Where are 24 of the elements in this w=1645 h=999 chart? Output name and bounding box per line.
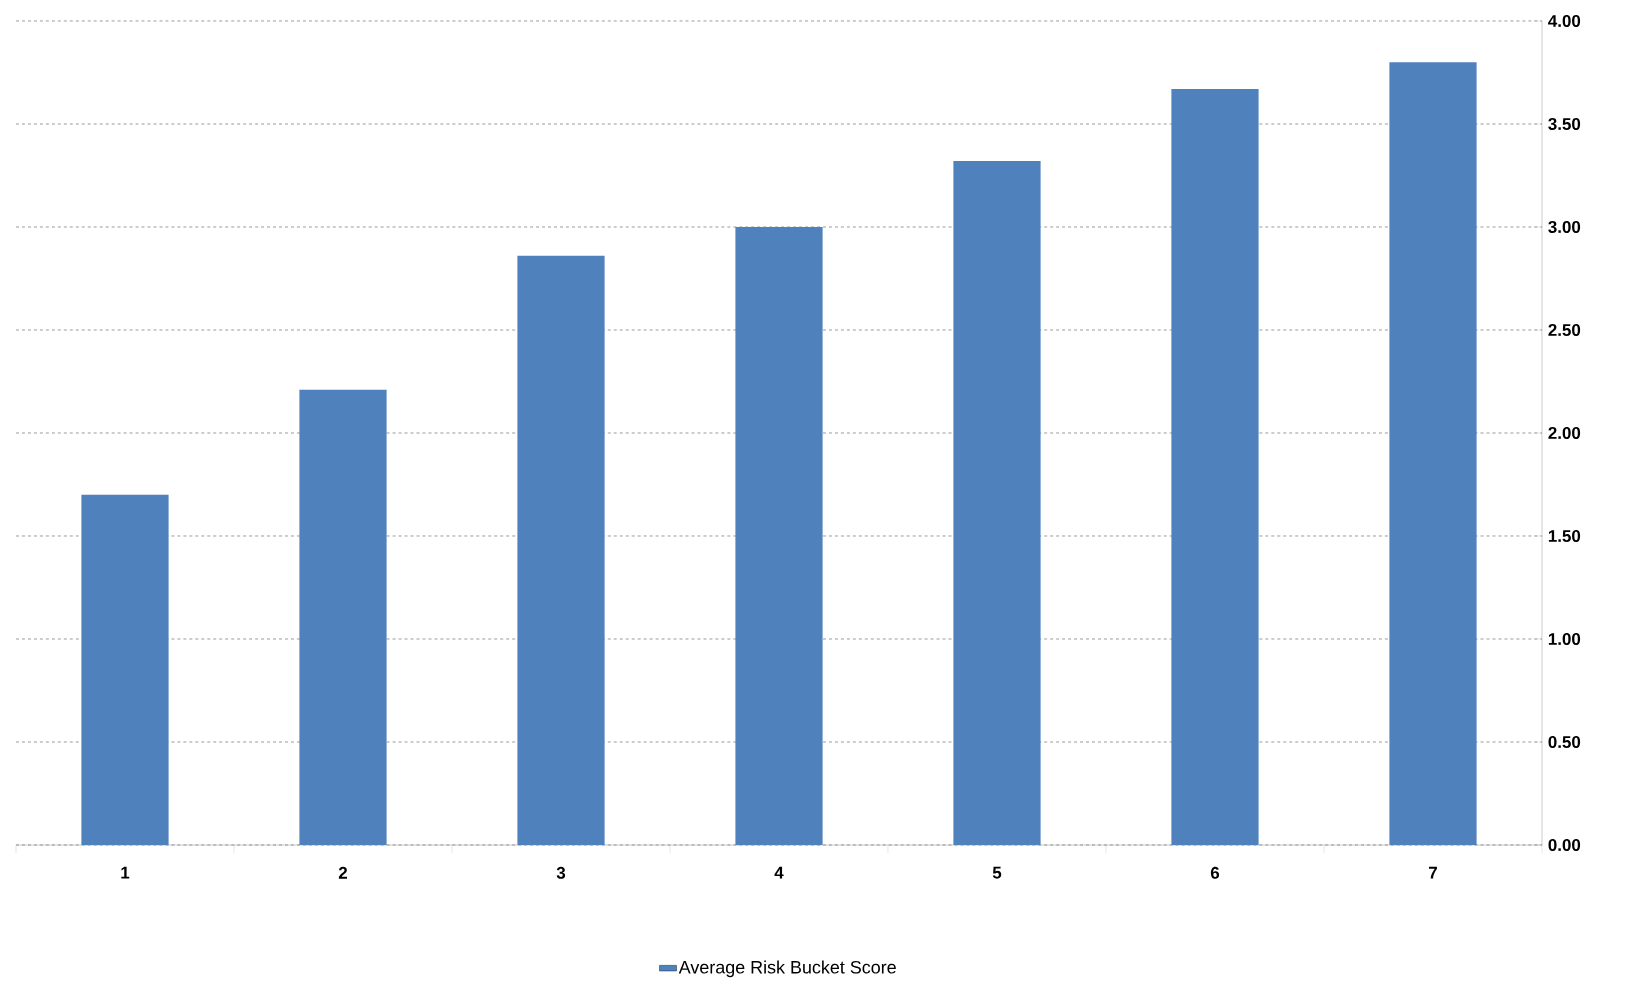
x-tick-label: 6 — [1210, 866, 1220, 879]
y-tick-label: 0.00 — [1548, 839, 1581, 851]
y-tick-label: 3.00 — [1548, 220, 1581, 233]
x-tick-label: 7 — [1429, 866, 1437, 879]
legend-label: Average Risk Bucket Score — [678, 960, 896, 978]
x-tick-label: 4 — [774, 866, 784, 879]
y-tick-label: 2.00 — [1548, 426, 1581, 439]
x-tick-label: 3 — [556, 866, 566, 879]
y-tick-label: 2.50 — [1548, 323, 1581, 336]
bar — [517, 255, 605, 845]
x-tick-label: 5 — [992, 866, 1002, 879]
bar — [735, 226, 823, 845]
bar — [81, 494, 169, 845]
y-tick-label: 3.50 — [1548, 117, 1581, 130]
y-tick-label: 1.50 — [1548, 529, 1581, 542]
bar — [1389, 62, 1477, 845]
y-tick-label: 0.50 — [1548, 736, 1581, 748]
y-tick-label: 1.00 — [1548, 633, 1581, 645]
bar — [299, 389, 387, 845]
x-tick-label: 2 — [338, 866, 348, 879]
y-tick-label: 4.00 — [1548, 14, 1581, 27]
bar — [1171, 88, 1259, 845]
bar — [953, 161, 1041, 845]
x-tick-label: 1 — [121, 866, 130, 879]
